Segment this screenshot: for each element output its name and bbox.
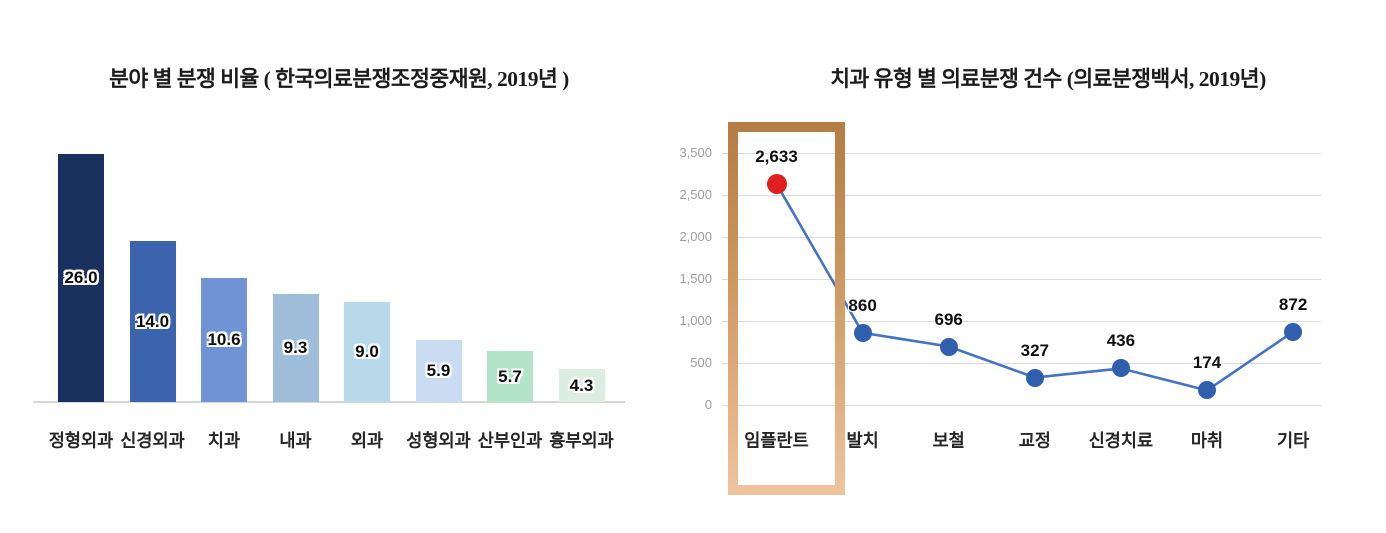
bar [129,241,176,402]
grid-line [722,405,1321,407]
bar-category-label: 치과 [207,430,241,451]
data-point [1111,359,1130,378]
point-value-label: 327 [1020,340,1049,360]
y-axis-tick-label: 2,500 [679,187,712,202]
line-category-label: 신경치료 [1088,430,1154,451]
bar-value-label: 9.0 [355,342,379,361]
bar-category-label: 내과 [279,430,312,451]
line-chart-title: 치과 유형 별 의료분쟁 건수 (의료분쟁백서, 2019년) [830,67,1266,91]
y-axis-tick-label: 0 [704,397,712,412]
bar-value-label: 4.3 [569,375,594,395]
bar [344,302,390,402]
y-axis-tick-label: 1,500 [679,271,712,286]
bar [487,351,533,402]
bar [415,340,462,402]
line-category-label: 임플란트 [744,430,809,451]
bar-value-label: 9.3 [283,338,308,357]
data-point [939,337,958,356]
data-point [1284,322,1303,341]
point-value-label: 860 [848,295,877,315]
bar-category-label: 신경외과 [120,430,185,451]
point-value-label: 436 [1106,331,1136,351]
bar [201,278,247,402]
bar [272,294,319,402]
bar [558,369,605,402]
point-value-label: 2,633 [755,146,798,166]
point-value-label: 696 [934,309,963,329]
line-category-label: 기타 [1276,430,1310,451]
bar-category-label: 흉부외과 [549,430,614,451]
bar-category-label: 정형외과 [48,430,114,451]
y-axis-tick-label: 500 [690,355,712,370]
line-category-label: 마취 [1190,430,1224,451]
data-point [853,323,872,342]
bar-category-label: 산부인과 [477,430,543,451]
y-axis-tick-label: 1,000 [679,313,712,328]
y-axis-tick-label: 3,500 [679,145,712,160]
bar-chart-title: 분야 별 분쟁 비율 ( 한국의료분쟁조정중재원, 2019년 ) [109,67,569,91]
highlight-data-point [766,173,787,194]
line-category-label: 보철 [932,430,965,451]
bar-value-label: 14.0 [135,311,170,331]
bar-value-label: 5.9 [426,361,451,380]
line-category-label: 교정 [1018,430,1051,451]
bar-value-label: 10.6 [207,330,241,349]
grid-line [722,153,1321,155]
data-point [1198,381,1216,400]
y-axis-tick-label: 2,000 [679,229,712,244]
bar-category-label: 외과 [350,430,384,451]
bar-value-label: 26.0 [64,268,98,287]
bar-value-label: 5.7 [498,366,522,386]
line-category-label: 발치 [846,430,879,451]
point-value-label: 174 [1192,353,1222,373]
data-point [1025,368,1044,387]
bar [58,154,104,402]
x-axis-line [33,401,625,403]
point-value-label: 872 [1278,294,1308,314]
bar-category-label: 성형외과 [406,430,471,451]
